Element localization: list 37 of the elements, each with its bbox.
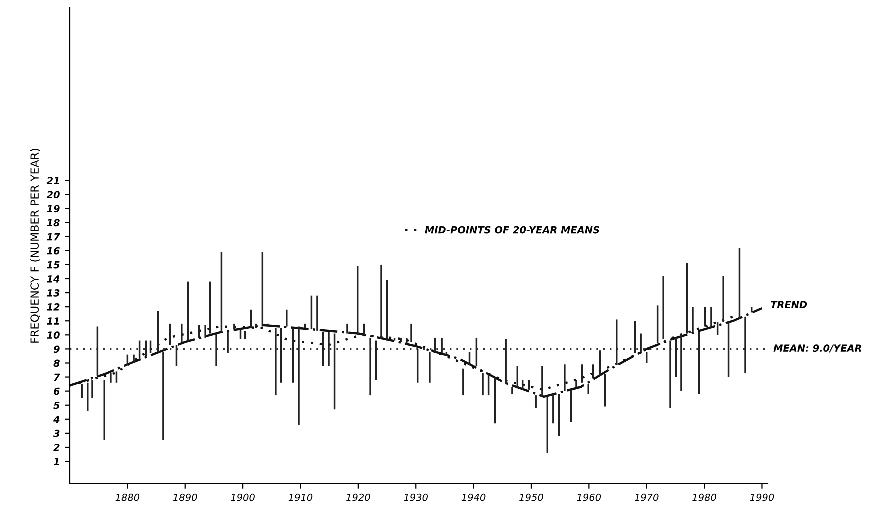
x-tick-label: 1880: [116, 494, 140, 502]
y-tick-label: 15: [47, 262, 60, 269]
y-tick-label: 3: [54, 430, 60, 438]
y-tick-label: 11: [47, 318, 60, 325]
x-tick-label: 1940: [462, 494, 486, 502]
y-tick-label: 10: [47, 332, 60, 339]
x-tick-label: 1960: [577, 494, 602, 502]
y-tick-label: 17: [47, 233, 60, 241]
annotation: TREND: [771, 301, 808, 308]
y-axis-title: FREQUENCY F (NUMBER PER YEAR): [30, 149, 40, 343]
x-tick-label: 1920: [346, 494, 370, 502]
legend-label: MID-POINTS OF 20-YEAR MEANS: [425, 226, 600, 234]
y-tick-label: 21: [46, 177, 60, 184]
x-tick-label: 1900: [231, 494, 255, 502]
x-tick-label: 1950: [520, 494, 544, 502]
y-tick-label: 20: [46, 191, 60, 199]
y-tick-label: 13: [47, 290, 60, 297]
y-tick-label: 6: [54, 388, 60, 396]
y-tick-label: 12: [47, 304, 60, 311]
x-tick-label: 1890: [173, 494, 198, 502]
x-tick-label: 1930: [404, 494, 428, 502]
y-tick-label: 1: [54, 458, 60, 466]
y-tick-label: 18: [47, 219, 60, 227]
x-tick-label: 1970: [634, 494, 659, 502]
y-tick-label: 8: [54, 360, 60, 368]
ref-line-label: MEAN: 9.0/YEAR: [774, 344, 862, 353]
x-tick-label: 1990: [750, 494, 774, 502]
y-tick-label: 7: [54, 374, 60, 381]
y-tick-label: 16: [47, 247, 60, 255]
y-tick-label: 14: [47, 276, 60, 283]
y-tick-label: 19: [47, 205, 60, 213]
x-tick-label: 1910: [288, 494, 313, 502]
y-tick-label: 5: [54, 402, 60, 410]
x-tick-label: 1980: [692, 494, 716, 502]
y-tick-label: 2: [54, 444, 60, 452]
y-tick-label: 9: [54, 346, 60, 354]
y-tick-label: 4: [54, 416, 60, 424]
